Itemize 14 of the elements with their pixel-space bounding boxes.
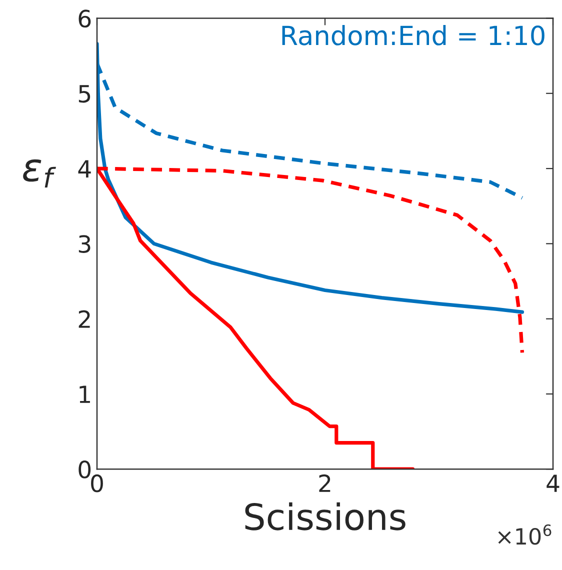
y-tick-label: 4: [78, 160, 91, 178]
y-tick-label: 6: [78, 10, 91, 28]
text: ×10$^{6}$: [498, 524, 552, 545]
x-tick-label: 2: [319, 474, 330, 492]
y-tick-label: 5: [78, 85, 90, 103]
x-tick-label: 0: [91, 474, 103, 492]
annotation: Random:End = 1:10: [282, 25, 544, 46]
y-axis-title: ε$_{f}$: [23, 159, 56, 188]
y-tick-label: 2: [78, 310, 90, 328]
y-tick-label: 1: [80, 386, 90, 403]
y-tick-label: 3: [78, 235, 90, 253]
y-tick-label: 0: [78, 460, 91, 478]
x-axis-title: Scissions: [245, 502, 406, 530]
x-tick-label: 4: [546, 474, 560, 492]
